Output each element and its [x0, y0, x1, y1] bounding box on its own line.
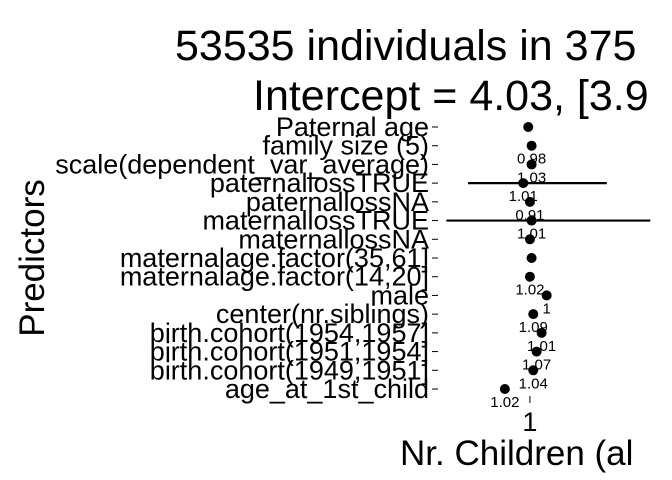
x-axis: 1	[522, 396, 537, 437]
estimate-point	[518, 178, 529, 189]
predictor-label: maternalage.factor(35,61]	[120, 243, 429, 273]
estimate-point	[531, 346, 542, 357]
value-label: 1.01	[517, 226, 546, 243]
estimate-point	[541, 290, 552, 301]
predictor-label: maternallossTRUE	[202, 206, 429, 236]
title-line: Intercept = 4.03, [3.9	[253, 72, 649, 120]
estimate-point	[526, 159, 537, 170]
predictor-label: paternallossTRUE	[210, 168, 429, 198]
predictor-label: family size (5)	[262, 131, 429, 161]
predictor-label: scale(dependent_var_average)	[55, 149, 429, 179]
value-label: 1.02	[515, 282, 544, 299]
predictor-label: center(nr.siblings)	[216, 299, 429, 329]
title-line: 53535 individuals in 375	[175, 22, 636, 70]
y-axis-title: Predictors	[13, 179, 52, 337]
predictor-label: age_at_1st_child	[225, 374, 429, 404]
estimate-point	[528, 365, 539, 376]
x-tick-label: 1	[522, 407, 537, 437]
predictor-label: paternallossNA	[246, 187, 429, 217]
predictor-label: maternalage.factor(14,20]	[120, 262, 429, 292]
value-label: 1.01	[527, 338, 556, 355]
estimate-point	[528, 309, 539, 320]
estimate-point	[536, 327, 547, 338]
estimate-point	[524, 271, 535, 282]
value-label: 1.02	[490, 394, 519, 411]
estimate-point	[524, 196, 535, 207]
predictor-label: birth.cohort(1951,1954]	[150, 337, 429, 367]
x-axis-title: Nr. Children (al	[400, 434, 633, 473]
value-label: 0.98	[517, 151, 546, 168]
estimate-point	[524, 234, 535, 245]
predictor-label: maternallossNA	[238, 224, 429, 254]
predictor-label: birth.cohort(1949,1951]	[150, 355, 429, 385]
predictor-label: male	[370, 280, 429, 310]
predictor-label: Paternal age	[276, 112, 429, 142]
estimate-point	[526, 140, 537, 151]
estimate-point	[499, 384, 510, 394]
estimate-point	[526, 253, 537, 263]
value-label: 1	[542, 300, 550, 317]
estimate-point	[526, 215, 537, 226]
predictor-label: birth.cohort(1954,1957]	[150, 318, 429, 348]
estimate-point	[523, 122, 534, 132]
value-label: 1.04	[519, 375, 548, 392]
